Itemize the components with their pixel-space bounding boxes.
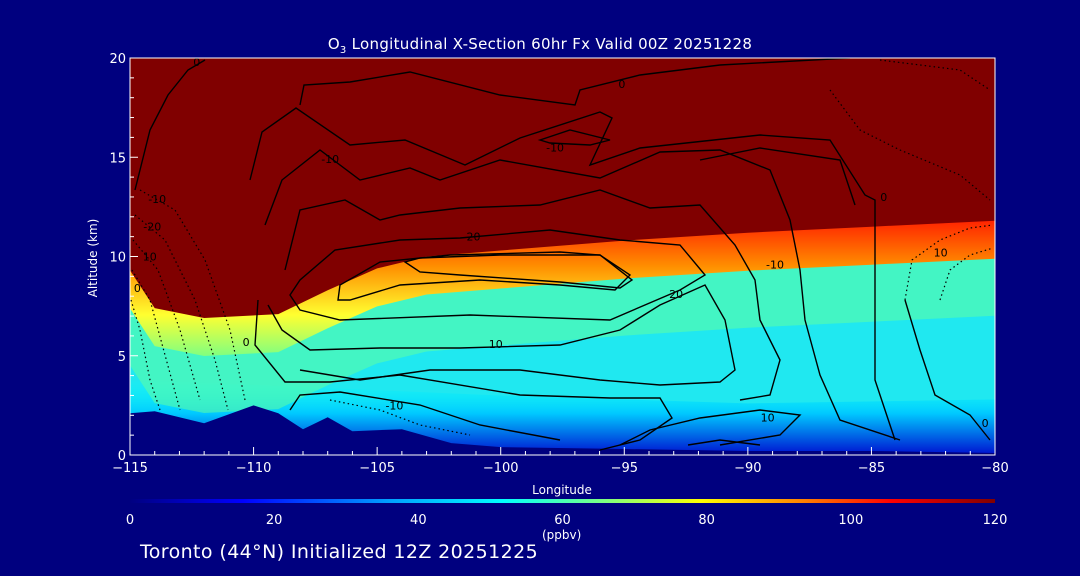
x-axis-label: Longitude	[532, 483, 592, 497]
colorbar-tick-label: 100	[838, 513, 863, 528]
y-tick-label: 15	[109, 151, 126, 166]
contour-solid	[537, 129, 611, 146]
contour-dotted	[879, 59, 991, 91]
y-tick-label: 20	[109, 52, 126, 67]
y-tick-label: 5	[118, 350, 126, 365]
contour-label: 10	[489, 338, 503, 351]
title-text: Longitudinal X-Section 60hr Fx Valid 00Z…	[346, 35, 753, 53]
contour-dotted	[329, 399, 471, 436]
y-axis-label: Altitude (km)	[86, 219, 100, 298]
y-tick-label: 10	[109, 251, 126, 266]
contour-label: 20	[467, 231, 481, 244]
y-axis: 0 5 10 15 20	[109, 52, 138, 464]
colorbar-tick-label: 20	[266, 513, 283, 528]
contour-solid	[687, 439, 761, 446]
contour-solid	[267, 284, 736, 386]
contour-dotted	[131, 269, 181, 411]
tropopause-gradient-band	[130, 218, 995, 356]
contour-label: 10	[761, 411, 775, 424]
contour-label: 0	[243, 336, 250, 349]
x-tick-label: −80	[981, 461, 1008, 476]
x-tick-label: −85	[858, 461, 885, 476]
contour-lines	[134, 58, 991, 451]
x-tick-label: −110	[236, 461, 272, 476]
contour-label: 0	[982, 417, 989, 430]
contour-solid	[289, 229, 707, 321]
footer-caption: Toronto (44°N) Initialized 12Z 20251225	[140, 541, 539, 563]
contour-label: 20	[669, 288, 683, 301]
contour-label: 10	[934, 247, 948, 260]
colorbar-tick-label: 0	[126, 513, 134, 528]
contour-dotted	[939, 247, 994, 301]
contour-labels: 0 0 -10 -10 -10 -20 20 10 0 -10 20 10 0 0 10 -10 10 0	[134, 56, 989, 430]
contour-label: 0	[193, 56, 200, 69]
colorbar-tick-label: 60	[554, 513, 571, 528]
colorbar-units: (ppbv)	[542, 528, 582, 542]
upper-troposphere-band	[130, 250, 995, 413]
contour-dotted	[829, 89, 991, 201]
title-species: O	[327, 35, 340, 53]
colorbar-tick-label: 40	[410, 513, 427, 528]
contour-solid	[299, 58, 851, 106]
contour-label: 0	[134, 282, 141, 295]
x-tick-label: −90	[734, 461, 761, 476]
contour-dotted	[904, 224, 994, 301]
x-tick-label: −105	[359, 461, 395, 476]
contour-solid	[403, 254, 634, 289]
contour-solid	[134, 59, 206, 191]
dotted-contour-lines	[130, 59, 994, 436]
contour-label: -10	[321, 153, 339, 166]
y-tick-label: 0	[118, 449, 126, 464]
contour-solid	[254, 299, 673, 451]
contour-solid	[289, 391, 561, 441]
contour-label: 10	[143, 250, 157, 263]
contour-solid	[904, 299, 991, 441]
contour-label: 0	[880, 191, 887, 204]
colorbar-tick-label: 80	[698, 513, 715, 528]
x-tick-label: −95	[611, 461, 638, 476]
contour-solid	[284, 189, 781, 401]
x-axis: −115 −110 −105 −100 −95 −90 −85 −80	[112, 447, 1009, 476]
title-species-subscript: 3	[339, 45, 347, 56]
contour-label: -20	[143, 221, 161, 234]
contour-label: 0	[618, 78, 625, 91]
contour-label: -10	[766, 258, 784, 271]
contour-label: -10	[385, 399, 403, 412]
contour-solid	[337, 251, 632, 301]
colorbar	[130, 499, 995, 503]
contour-label: -10	[148, 193, 166, 206]
contour-solid	[264, 149, 901, 441]
contour-solid	[249, 107, 896, 441]
contour-solid	[619, 409, 802, 446]
chart-title: O3 Longitudinal X-Section 60hr Fx Valid …	[0, 35, 1080, 56]
colorbar-ticks: 0 20 40 60 80 100 120	[126, 513, 1008, 528]
terrain	[130, 405, 995, 455]
ozone-field: 0 0 -10 -10 -10 -20 20 10 0 -10 20 10 0 0 10 -10 10 0	[130, 56, 995, 455]
stratosphere-region	[130, 58, 995, 318]
x-tick-label: −115	[112, 461, 148, 476]
colorbar-tick-label: 120	[983, 513, 1008, 528]
contour-label: -10	[546, 141, 564, 154]
x-tick-label: −100	[483, 461, 519, 476]
